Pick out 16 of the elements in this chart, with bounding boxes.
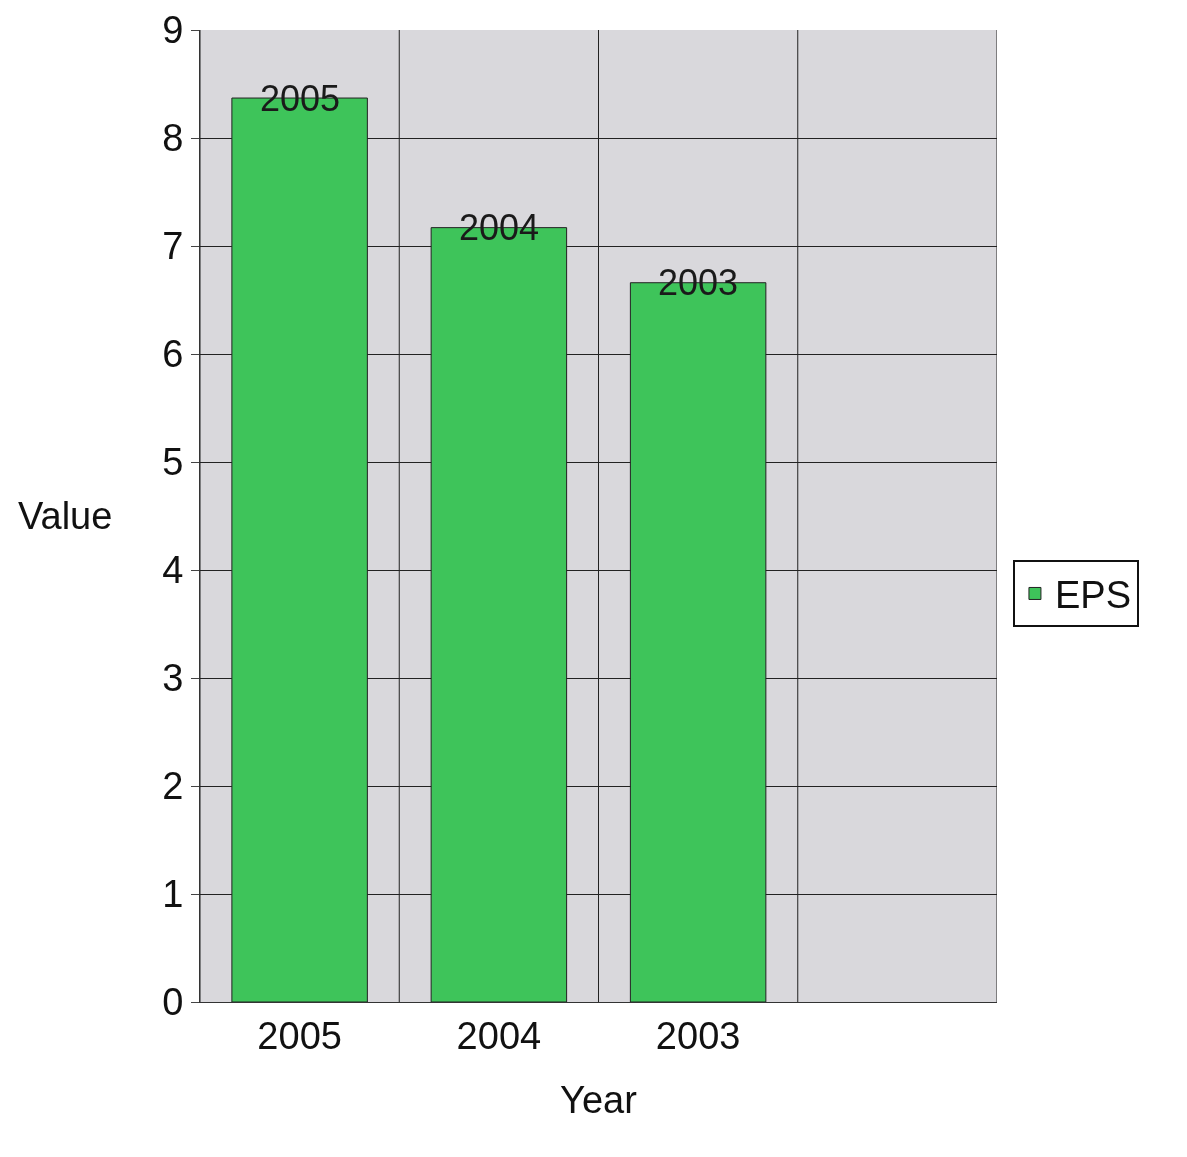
x-tick-label: 2005 bbox=[257, 1014, 342, 1057]
x-tick-label: 2003 bbox=[655, 1014, 741, 1057]
y-tick-label: 2 bbox=[162, 765, 184, 808]
y-tick-label: 4 bbox=[162, 549, 184, 592]
y-axis-title: Value bbox=[18, 495, 113, 537]
y-tick-label: 1 bbox=[162, 873, 184, 916]
y-tick-label: 5 bbox=[162, 441, 184, 484]
y-tick-label: 9 bbox=[162, 9, 184, 52]
y-tick-label: 3 bbox=[162, 657, 184, 700]
y-tick-label: 6 bbox=[162, 333, 184, 376]
x-tick-label: 2004 bbox=[456, 1014, 542, 1057]
y-tick-label: 0 bbox=[162, 981, 184, 1024]
y-tick-label: 7 bbox=[162, 225, 184, 268]
y-tick-label: 8 bbox=[162, 117, 184, 160]
x-axis-title: Year bbox=[560, 1078, 638, 1121]
legend-label: EPS bbox=[1054, 574, 1131, 617]
